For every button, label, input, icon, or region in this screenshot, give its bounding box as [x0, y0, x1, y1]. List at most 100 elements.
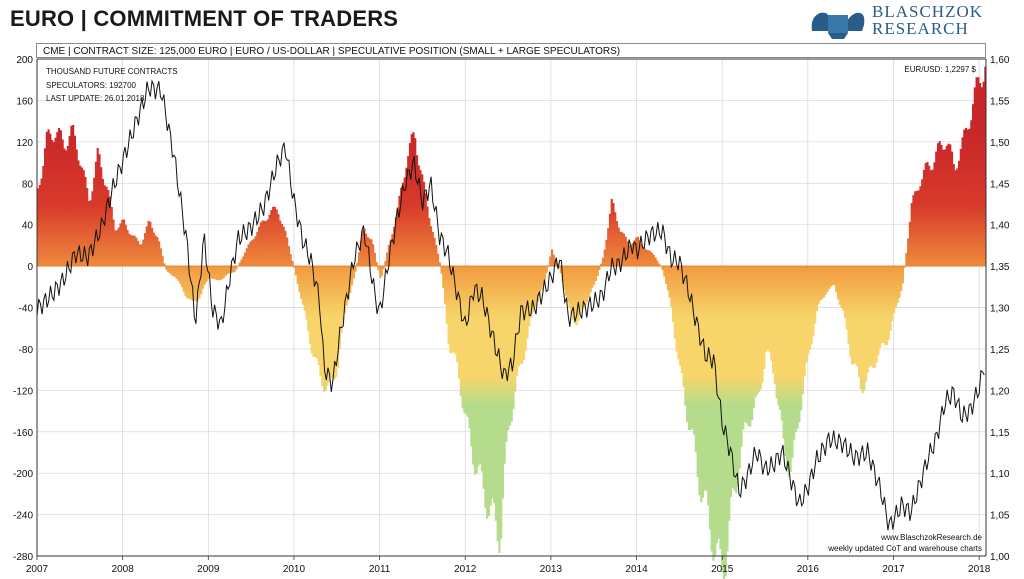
- cot-bar: [722, 266, 726, 579]
- cot-bar: [308, 266, 312, 344]
- cot-bar: [115, 230, 119, 267]
- cot-bar: [612, 203, 615, 267]
- cot-bar: [807, 266, 810, 355]
- cot-bar: [814, 266, 817, 324]
- cot-bar: [291, 260, 294, 267]
- cot-bar: [398, 195, 401, 267]
- cot-bar: [247, 244, 250, 267]
- cot-bar: [514, 266, 517, 392]
- cot-bar: [528, 266, 531, 327]
- cot-bar: [922, 169, 926, 267]
- cot-bar: [158, 241, 161, 267]
- cot-bar: [44, 148, 47, 267]
- cot-bar: [421, 174, 424, 267]
- cot-bar: [326, 266, 329, 386]
- cot-bar: [472, 266, 475, 465]
- cot-bar: [754, 266, 757, 398]
- cot-bar: [819, 266, 822, 301]
- cot-bar: [58, 127, 61, 267]
- cot-bar: [784, 266, 787, 457]
- cot-bar: [826, 266, 829, 292]
- cot-bar: [964, 127, 968, 267]
- cot-bar: [100, 167, 103, 267]
- cot-bar: [787, 266, 790, 477]
- cot-bar: [972, 104, 975, 267]
- left-tick-label: -40: [19, 304, 34, 315]
- right-tick-label: 1,45: [990, 179, 1010, 190]
- cot-bar: [384, 261, 387, 267]
- cot-bar: [403, 177, 406, 267]
- cot-bar: [91, 191, 94, 267]
- cot-bar: [943, 149, 947, 267]
- cot-bar: [770, 266, 773, 361]
- cot-bar: [450, 266, 454, 354]
- cot-bar: [124, 224, 127, 267]
- cot-bar: [728, 266, 731, 521]
- left-tick-label: 160: [16, 96, 33, 107]
- cot-bar: [540, 266, 543, 291]
- cot-bar: [38, 184, 41, 267]
- cot-bar: [584, 266, 587, 306]
- cot-bar: [394, 217, 398, 267]
- left-tick-label: -120: [13, 386, 33, 397]
- cot-bar: [689, 266, 692, 431]
- cot-bar: [949, 144, 952, 267]
- cot-bar: [752, 266, 755, 409]
- right-tick-label: 1,20: [990, 386, 1010, 397]
- cot-bar: [431, 231, 434, 267]
- right-tick-label: 1,35: [990, 262, 1010, 273]
- cot-bar: [428, 218, 431, 267]
- cot-bar: [182, 266, 185, 292]
- cot-bar: [650, 252, 654, 267]
- x-tick-label: 2012: [454, 564, 477, 575]
- cot-bar: [275, 209, 278, 267]
- cot-bar: [263, 220, 266, 267]
- cot-bar: [424, 193, 427, 267]
- cot-bar: [382, 266, 385, 270]
- cot-bar: [119, 223, 122, 267]
- cot-bar: [500, 266, 503, 540]
- cot-bar: [82, 170, 85, 267]
- cot-bar: [436, 253, 440, 267]
- cot-bar: [93, 177, 96, 267]
- cot-bar: [587, 266, 590, 298]
- left-tick-label: 40: [22, 221, 34, 232]
- cot-bar: [193, 266, 196, 301]
- cot-bar: [598, 266, 601, 270]
- cot-bar: [340, 266, 343, 333]
- cot-bar: [42, 165, 45, 267]
- cot-bar: [856, 266, 859, 367]
- cot-bar: [580, 266, 583, 310]
- cot-bar: [86, 188, 89, 267]
- cot-bar: [296, 266, 299, 284]
- cot-bar: [817, 266, 820, 304]
- cot-bar: [975, 77, 978, 267]
- cot-bar: [484, 266, 487, 509]
- cot-bar: [166, 266, 169, 272]
- cot-bar: [107, 190, 110, 267]
- cot-bar: [750, 266, 754, 421]
- plot-frame: [36, 58, 987, 557]
- cot-bar: [456, 266, 459, 363]
- cot-bar: [144, 233, 147, 267]
- cot-bar: [363, 228, 366, 267]
- cot-bar: [261, 220, 264, 267]
- cot-bar: [747, 266, 750, 426]
- cot-bar: [875, 266, 878, 363]
- cot-bar: [461, 266, 464, 409]
- cot-bar: [358, 252, 361, 267]
- cot-bar: [354, 266, 357, 272]
- cot-bar: [977, 77, 980, 267]
- cot-bar: [101, 178, 105, 267]
- cot-bar: [672, 266, 675, 323]
- cot-bar: [105, 186, 108, 267]
- cot-bar: [763, 266, 766, 370]
- x-tick-label: 2009: [197, 564, 220, 575]
- cot-bar: [486, 266, 489, 519]
- cot-bar: [356, 262, 359, 267]
- cot-bar: [847, 266, 850, 344]
- cot-bar: [928, 165, 931, 267]
- cot-bar: [870, 266, 873, 366]
- cot-bar: [854, 266, 857, 364]
- cot-bar: [208, 266, 212, 278]
